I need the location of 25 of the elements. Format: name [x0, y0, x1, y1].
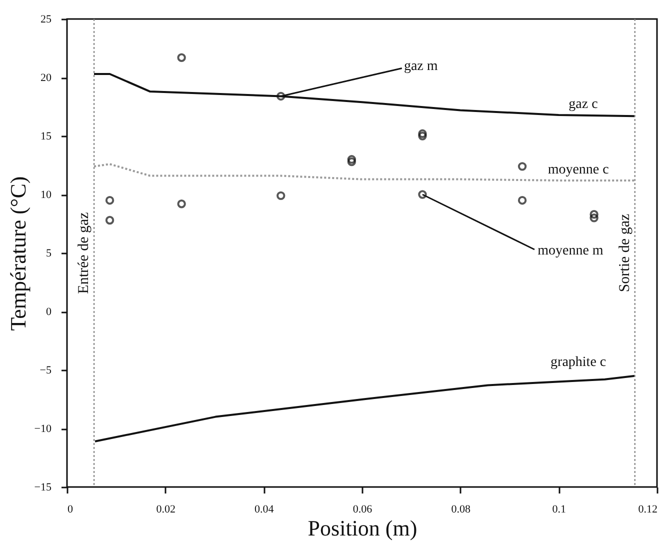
y-tick-label: 25	[40, 14, 52, 26]
y-tick-label: 0	[46, 306, 52, 318]
y-axis-title: Température (°C)	[5, 176, 30, 331]
annotation: moyenne m	[538, 244, 604, 258]
annotation: moyenne c	[548, 162, 609, 178]
x-tick-label: 0.08	[451, 504, 471, 516]
x-axis-title: Position (m)	[308, 516, 418, 540]
x-tick-label: 0	[68, 504, 74, 516]
x-tick-label: 0.12	[638, 504, 658, 516]
annotation: graphite c	[550, 355, 606, 370]
y-tick-label: 10	[40, 189, 52, 201]
x-tick-label: 0.1	[552, 504, 566, 516]
annotation: gaz m	[404, 59, 438, 74]
y-tick-label: −5	[40, 364, 52, 376]
y-tick-label: −15	[34, 482, 52, 494]
y-tick-label: 15	[40, 130, 52, 142]
ref-line-label: Entrée de gaz	[76, 212, 92, 294]
x-tick-label: 0.02	[156, 504, 176, 516]
y-tick-label: 20	[40, 72, 52, 84]
ref-line-label: Sortie de gaz	[616, 214, 633, 292]
y-tick-label: −10	[34, 423, 52, 435]
x-tick-label: 0.06	[352, 504, 373, 516]
annotation: gaz c	[568, 96, 598, 112]
x-tick-label: 0.04	[254, 504, 274, 516]
y-tick-label: 5	[46, 248, 52, 260]
